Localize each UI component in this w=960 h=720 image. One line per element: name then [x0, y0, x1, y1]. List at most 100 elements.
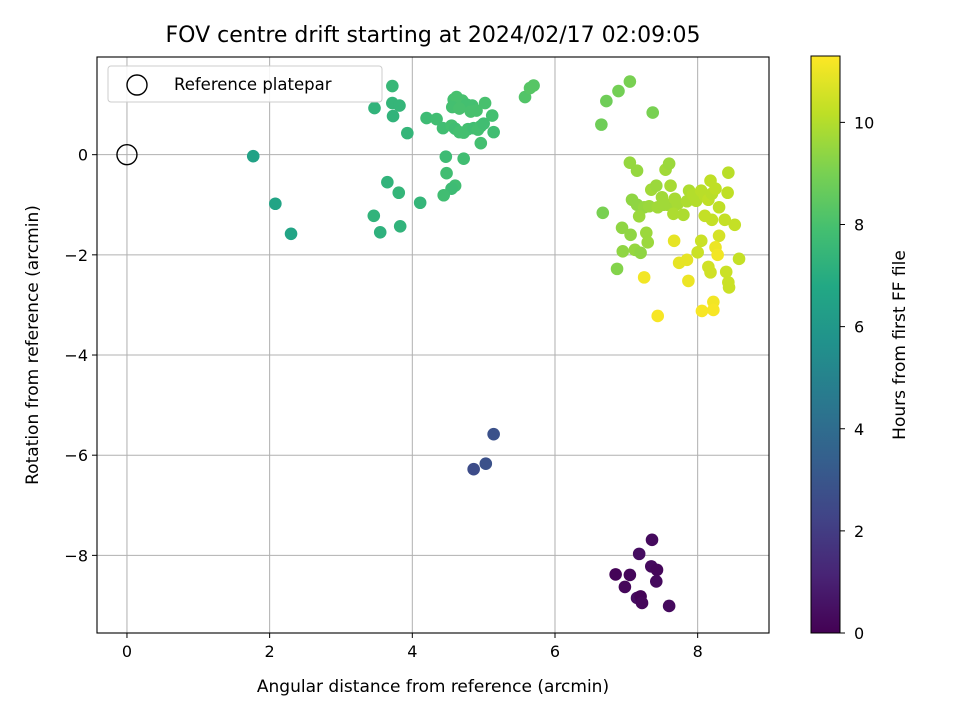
y-tick-label: −4 — [64, 346, 88, 365]
data-point — [646, 106, 660, 119]
chart-title: FOV centre drift starting at 2024/02/17 … — [166, 23, 701, 48]
data-point — [728, 218, 742, 232]
data-point — [635, 596, 649, 610]
legend-frame — [107, 65, 383, 103]
data-point — [732, 252, 746, 266]
data-point — [623, 75, 637, 88]
data-point — [527, 79, 540, 92]
data-point — [381, 175, 394, 189]
data-point — [595, 118, 608, 131]
colorbar-tick-label: 10 — [854, 113, 874, 132]
data-point — [373, 226, 387, 239]
data-point — [722, 166, 735, 180]
data-point — [478, 96, 492, 110]
grid-lines — [97, 57, 769, 633]
reference-point — [116, 143, 138, 166]
data-point — [657, 198, 670, 212]
data-point — [386, 109, 400, 123]
data-point — [667, 234, 681, 248]
x-tick-label: 2 — [265, 642, 275, 661]
data-point — [246, 149, 260, 163]
colorbar-tick-label: 8 — [854, 216, 864, 235]
data-point — [711, 248, 724, 262]
data-points — [246, 75, 746, 613]
data-point — [645, 533, 659, 547]
data-point — [393, 219, 407, 233]
data-point — [662, 599, 676, 613]
data-point — [721, 186, 734, 200]
data-point — [386, 79, 399, 93]
data-point — [467, 462, 480, 476]
data-point — [650, 563, 664, 577]
x-tick-label: 0 — [122, 642, 132, 661]
data-point — [662, 157, 676, 170]
y-axis-label: Rotation from reference (arcmin) — [23, 205, 43, 485]
data-point — [704, 266, 717, 279]
colorbar-tick-label: 4 — [854, 420, 864, 439]
data-point — [632, 209, 646, 223]
data-point — [707, 303, 720, 317]
colorbar-ticks: 0 2 4 6 8 10 — [840, 113, 874, 643]
data-point — [664, 179, 677, 193]
data-point — [719, 265, 733, 279]
data-point — [634, 246, 647, 260]
data-point — [677, 208, 690, 222]
data-point — [705, 213, 719, 227]
data-point — [639, 226, 653, 240]
data-point — [477, 117, 490, 130]
data-point — [269, 197, 282, 211]
data-point — [712, 200, 726, 214]
data-point — [616, 245, 630, 258]
data-point — [401, 126, 414, 140]
y-tick-label: −6 — [64, 446, 88, 465]
data-point — [624, 228, 637, 242]
data-point — [420, 111, 433, 125]
data-point — [651, 309, 665, 323]
data-point — [453, 102, 466, 115]
data-point — [691, 246, 704, 259]
data-point — [649, 575, 663, 588]
data-point — [682, 274, 695, 288]
data-point — [649, 179, 663, 193]
data-point — [479, 457, 493, 471]
data-point — [600, 94, 613, 108]
reference-marker — [116, 143, 138, 166]
data-point — [718, 213, 732, 227]
plot-frame — [96, 56, 770, 634]
data-point — [413, 196, 427, 210]
data-point — [392, 186, 406, 200]
data-point — [439, 150, 453, 163]
legend-marker — [126, 74, 148, 96]
data-point — [641, 236, 655, 249]
data-point — [704, 174, 717, 188]
x-axis-label: Angular distance from reference (arcmin) — [257, 677, 609, 697]
legend: Reference platepar — [107, 65, 383, 103]
data-point — [667, 207, 680, 221]
data-point — [437, 188, 451, 202]
y-tick-label: −2 — [64, 246, 88, 265]
colorbar-tick-label: 6 — [854, 318, 864, 337]
data-point — [680, 253, 694, 267]
colorbar-tick-label: 2 — [854, 522, 864, 541]
data-point — [694, 234, 708, 248]
data-point — [393, 99, 406, 112]
data-point — [637, 271, 651, 284]
x-tick-label: 8 — [693, 642, 703, 661]
y-tick-label: −8 — [64, 546, 88, 565]
data-point — [470, 104, 483, 117]
data-point — [368, 101, 381, 115]
data-point — [367, 209, 381, 223]
data-point — [618, 580, 632, 594]
colorbar-label: Hours from first FF file — [890, 250, 910, 440]
data-point — [630, 164, 644, 177]
data-point — [440, 166, 453, 180]
data-point — [487, 125, 500, 139]
data-point — [612, 84, 625, 98]
plot-area — [97, 57, 769, 633]
colorbar-tick-label: 0 — [854, 624, 864, 643]
data-point — [485, 109, 499, 122]
data-point — [284, 227, 298, 241]
data-point — [609, 568, 622, 581]
data-point — [596, 206, 610, 220]
